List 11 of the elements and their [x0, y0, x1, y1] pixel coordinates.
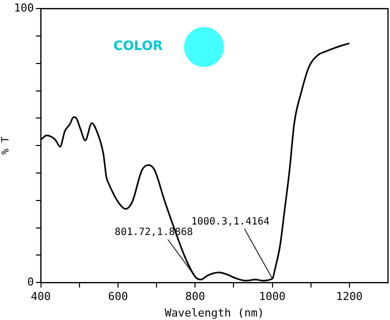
y-axis-title: % T — [0, 136, 12, 155]
y-tick-label: 100 — [14, 1, 34, 14]
annotation: 1000.3,1.4164 — [191, 216, 270, 228]
x-tick-label: 600 — [108, 290, 128, 304]
x-tick-label: 800 — [185, 290, 206, 304]
x-axis-title: Wavelength (nm) — [164, 306, 264, 320]
x-tick-label: 400 — [30, 290, 51, 304]
x-tick-label: 1200 — [336, 290, 363, 304]
y-tick-label: 0 — [27, 275, 34, 288]
x-tick-label: 1000 — [259, 290, 286, 304]
annotation: COLOR — [113, 38, 163, 54]
